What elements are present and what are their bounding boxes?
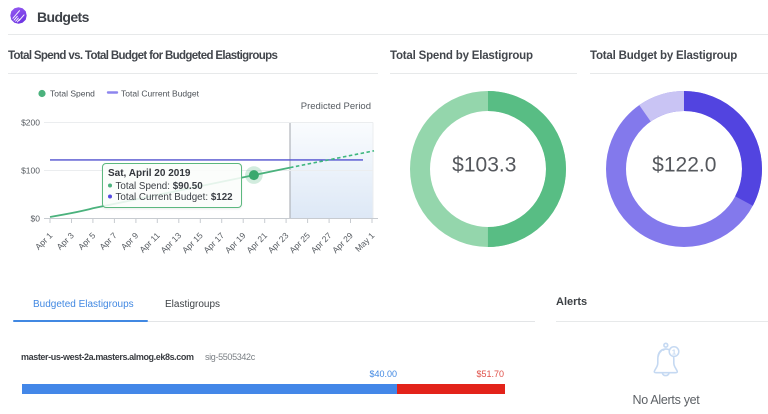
svg-text:$103.3: $103.3 [452,154,516,177]
svg-text:Apr 13: Apr 13 [158,230,183,255]
svg-text:Total Spend: $90.50: Total Spend: $90.50 [116,181,204,192]
svg-text:Apr 27: Apr 27 [309,230,334,255]
svg-text:Apr 29: Apr 29 [330,230,355,255]
svg-text:$122.0: $122.0 [652,154,716,177]
svg-text:Apr 3: Apr 3 [54,230,76,252]
svg-text:$0: $0 [31,214,41,224]
svg-text:Apr 15: Apr 15 [180,230,205,255]
svg-text:Apr 7: Apr 7 [97,230,119,252]
svg-text:Apr 25: Apr 25 [287,230,312,255]
svg-text:Total Current Budget: Total Current Budget [121,89,200,99]
svg-text:Apr 23: Apr 23 [266,230,291,255]
svg-text:Total Spend: Total Spend [50,89,95,99]
svg-text:Apr 17: Apr 17 [201,230,226,255]
svg-text:Apr 21: Apr 21 [244,230,269,255]
svg-text:Apr 11: Apr 11 [137,230,162,255]
svg-text:1: 1 [672,347,676,356]
svg-text:$200: $200 [21,118,40,128]
svg-text:May 1: May 1 [353,230,377,254]
svg-text:Total Current Budget: $122: Total Current Budget: $122 [116,192,234,203]
svg-text:Apr 19: Apr 19 [223,230,248,255]
svg-text:Apr 1: Apr 1 [33,230,55,252]
svg-text:$100: $100 [21,166,40,176]
svg-text:Apr 5: Apr 5 [76,230,98,252]
